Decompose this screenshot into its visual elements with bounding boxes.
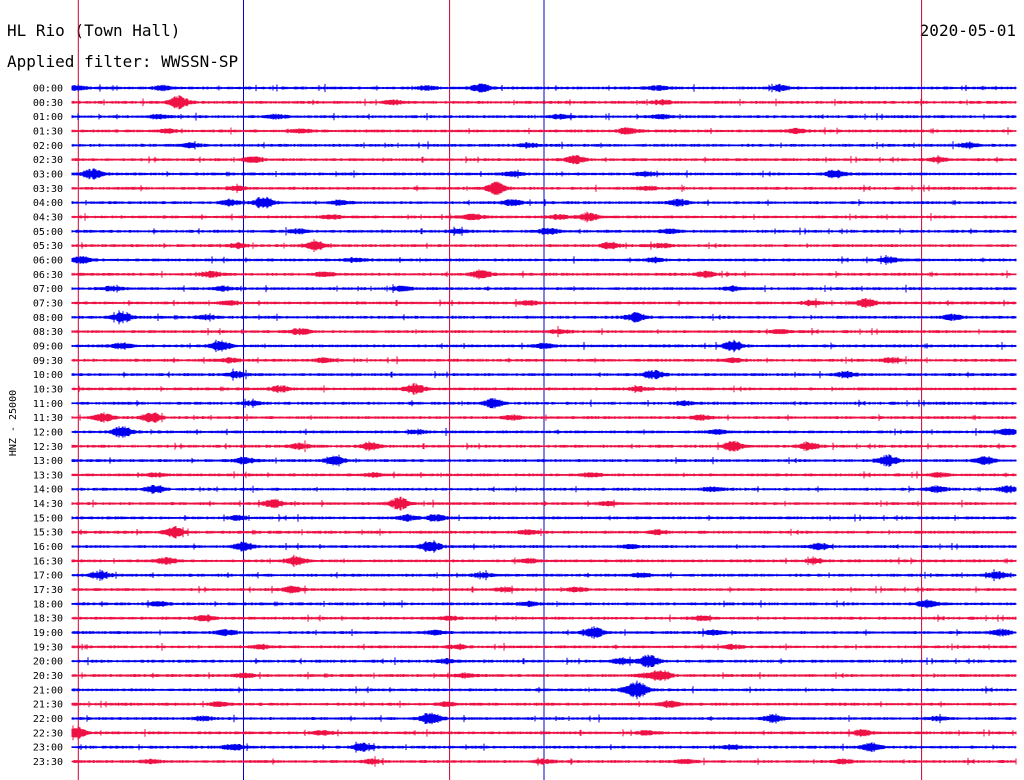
row-label-01:00: 01:00 xyxy=(33,112,63,123)
row-label-17:00: 17:00 xyxy=(33,571,63,582)
row-label-07:30: 07:30 xyxy=(33,298,63,309)
row-label-00:30: 00:30 xyxy=(33,98,63,109)
row-label-14:00: 14:00 xyxy=(33,485,63,496)
row-label-21:30: 21:30 xyxy=(33,700,63,711)
row-label-05:30: 05:30 xyxy=(33,241,63,252)
y-axis-label: HNZ - 25000 xyxy=(8,390,19,456)
row-label-11:30: 11:30 xyxy=(33,413,63,424)
row-label-20:30: 20:30 xyxy=(33,671,63,682)
row-label-04:00: 04:00 xyxy=(33,198,63,209)
row-label-10:00: 10:00 xyxy=(33,370,63,381)
filter-subtitle: Applied filter: WWSSN-SP xyxy=(7,52,238,71)
row-label-12:30: 12:30 xyxy=(33,442,63,453)
row-label-20:00: 20:00 xyxy=(33,657,63,668)
row-label-12:00: 12:00 xyxy=(33,427,63,438)
row-label-17:30: 17:30 xyxy=(33,585,63,596)
row-label-19:00: 19:00 xyxy=(33,628,63,639)
plot-date: 2020-05-01 xyxy=(920,21,1016,40)
row-label-09:00: 09:00 xyxy=(33,341,63,352)
seismic-traces xyxy=(71,83,1017,767)
row-label-03:00: 03:00 xyxy=(33,169,63,180)
row-label-21:00: 21:00 xyxy=(33,685,63,696)
row-label-03:30: 03:30 xyxy=(33,184,63,195)
row-label-06:30: 06:30 xyxy=(33,270,63,281)
station-title: HL Rio (Town Hall) xyxy=(7,21,180,40)
row-label-02:30: 02:30 xyxy=(33,155,63,166)
row-label-06:00: 06:00 xyxy=(33,255,63,266)
row-label-02:00: 02:00 xyxy=(33,141,63,152)
row-label-13:30: 13:30 xyxy=(33,470,63,481)
row-label-10:30: 10:30 xyxy=(33,384,63,395)
row-label-05:00: 05:00 xyxy=(33,227,63,238)
row-label-04:30: 04:30 xyxy=(33,212,63,223)
row-label-15:00: 15:00 xyxy=(33,513,63,524)
row-label-08:30: 08:30 xyxy=(33,327,63,338)
row-label-23:30: 23:30 xyxy=(33,757,63,768)
row-label-15:30: 15:30 xyxy=(33,528,63,539)
row-label-01:30: 01:30 xyxy=(33,126,63,137)
row-label-09:30: 09:30 xyxy=(33,356,63,367)
row-label-16:30: 16:30 xyxy=(33,556,63,567)
row-label-00:00: 00:00 xyxy=(33,84,63,95)
row-label-18:30: 18:30 xyxy=(33,614,63,625)
row-time-labels: 00:00 00:30 01:00 01:30 02:00 02:30 03:00 03:30… xyxy=(33,84,63,769)
row-label-22:00: 22:00 xyxy=(33,714,63,725)
row-label-13:00: 13:00 xyxy=(33,456,63,467)
row-label-11:00: 11:00 xyxy=(33,399,63,410)
row-label-08:00: 08:00 xyxy=(33,313,63,324)
row-label-14:30: 14:30 xyxy=(33,499,63,510)
row-label-16:00: 16:00 xyxy=(33,542,63,553)
row-label-18:00: 18:00 xyxy=(33,599,63,610)
row-label-19:30: 19:30 xyxy=(33,642,63,653)
row-label-22:30: 22:30 xyxy=(33,728,63,739)
row-label-23:00: 23:00 xyxy=(33,743,63,754)
row-label-07:00: 07:00 xyxy=(33,284,63,295)
